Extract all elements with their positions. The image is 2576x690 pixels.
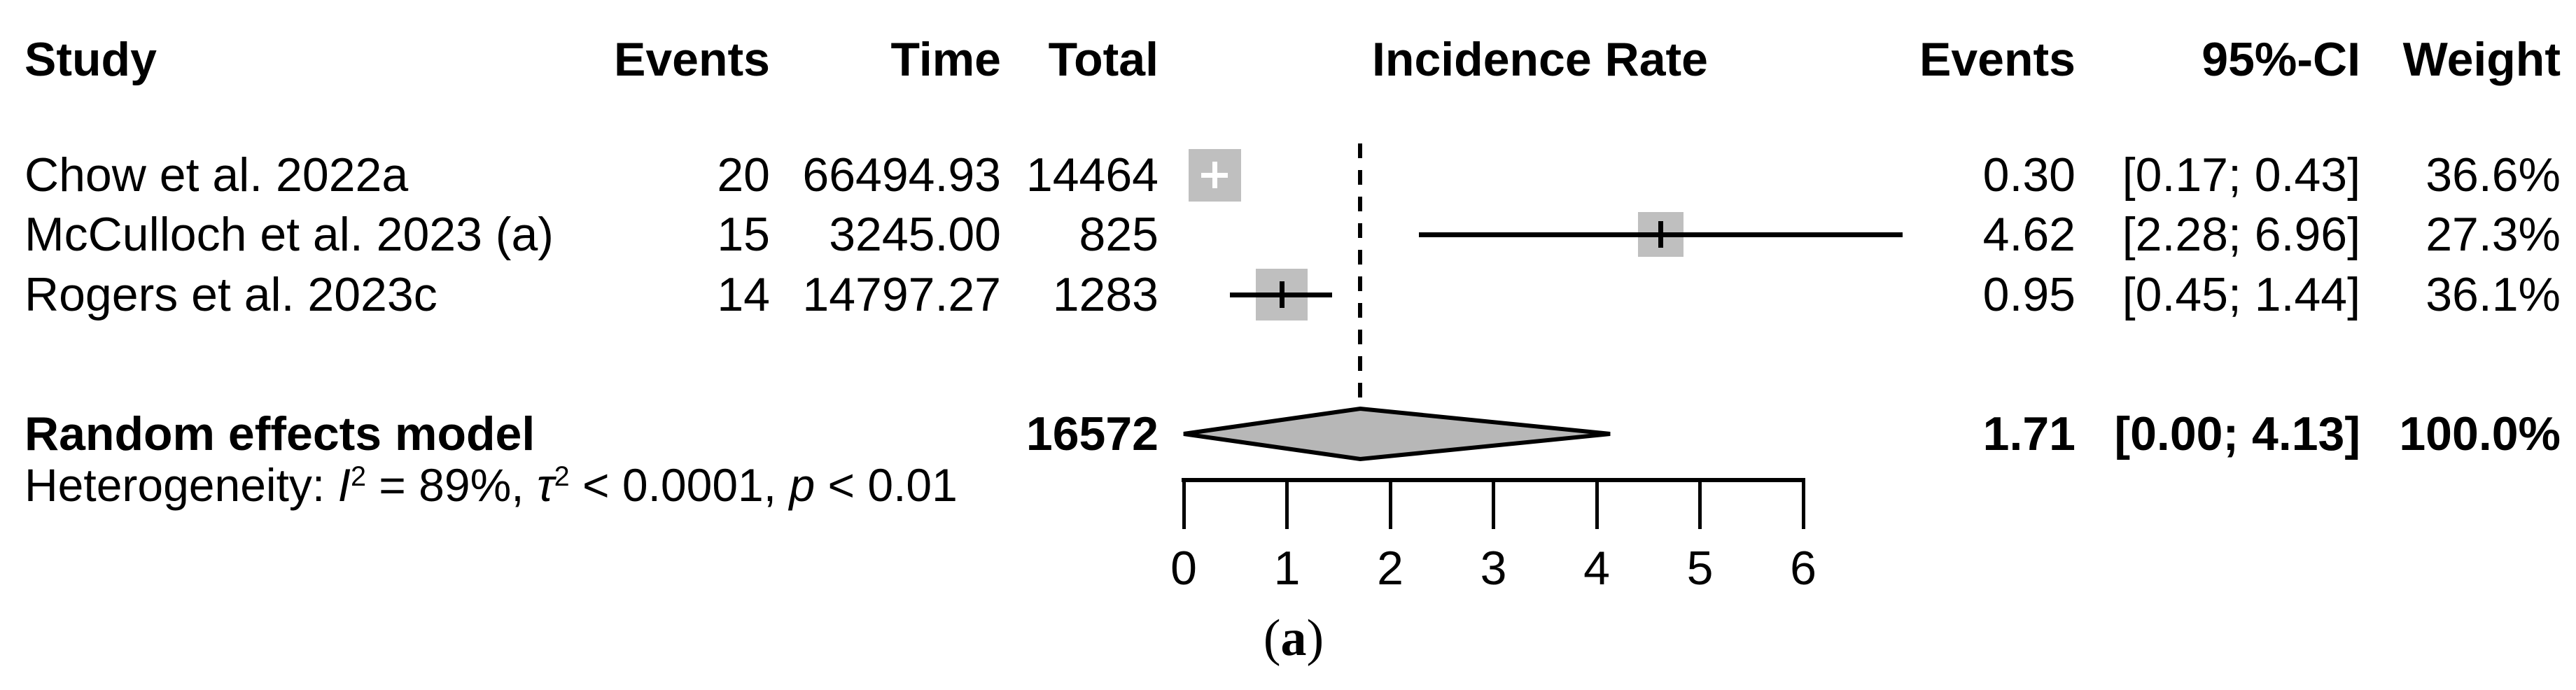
point-estimate-tick xyxy=(1279,281,1284,308)
het-seg2: < 0.0001, xyxy=(569,459,790,511)
het-prefix: Heterogeneity: xyxy=(24,459,338,511)
x-axis-tick xyxy=(1388,480,1392,529)
panel-label-close-paren: ) xyxy=(1306,610,1324,667)
pooled-total: 16572 xyxy=(1026,407,1158,460)
x-axis-tick-label: 0 xyxy=(1170,542,1197,595)
pooled-ci: [0.00; 4.13] xyxy=(2114,407,2360,460)
pooled-model-label: Random effects model xyxy=(24,407,536,460)
study-ci: [0.17; 0.43] xyxy=(2122,148,2360,202)
study-rate: 0.30 xyxy=(1982,148,2076,202)
x-axis-tick xyxy=(1182,480,1186,529)
study-rate: 4.62 xyxy=(1982,208,2076,261)
x-axis-tick-label: 6 xyxy=(1790,542,1816,595)
pooled-rate: 1.71 xyxy=(1982,407,2076,460)
x-axis-tick-label: 1 xyxy=(1273,542,1301,595)
heterogeneity-stats: Heterogeneity: I2 = 89%, τ2 < 0.0001, p … xyxy=(24,455,958,515)
x-axis-tick-label: 5 xyxy=(1686,542,1714,595)
study-time: 66494.93 xyxy=(802,148,1001,202)
pooled-weight: 100.0% xyxy=(2399,407,2561,460)
study-events: 14 xyxy=(717,268,770,321)
header-incidence-rate: Incidence Rate xyxy=(1372,33,1708,86)
het-p-symbol: p xyxy=(789,459,816,511)
header-events: Events xyxy=(614,33,770,86)
study-ci: [0.45; 1.44] xyxy=(2122,268,2360,321)
point-estimate-tick xyxy=(1212,162,1217,188)
het-tau-exponent: 2 xyxy=(554,461,570,493)
study-events: 20 xyxy=(717,148,770,202)
header-total: Total xyxy=(1048,33,1158,86)
header-events-rate: Events xyxy=(1919,33,2076,86)
header-time: Time xyxy=(890,33,1001,86)
panel-label-open-paren: ( xyxy=(1263,610,1281,667)
x-axis-tick xyxy=(1801,480,1805,529)
panel-label: (a) xyxy=(1264,607,1324,670)
x-axis-tick-label: 2 xyxy=(1377,542,1404,595)
study-time: 3245.00 xyxy=(829,208,1001,261)
het-i-symbol: I xyxy=(337,459,351,511)
x-axis-tick xyxy=(1492,480,1495,529)
study-events: 15 xyxy=(717,208,770,261)
het-i-exponent: 2 xyxy=(350,461,366,493)
pooled-estimate-dashed-line xyxy=(1358,143,1363,409)
study-total: 825 xyxy=(1079,208,1158,261)
header-95ci: 95%-CI xyxy=(2202,33,2360,86)
het-tau-symbol: τ xyxy=(536,459,554,511)
het-seg3: < 0.01 xyxy=(815,459,958,511)
x-axis-tick xyxy=(1595,480,1599,529)
study-time: 14797.27 xyxy=(802,268,1001,321)
study-ci: [2.28; 6.96] xyxy=(2122,208,2360,261)
het-seg1: = 89%, xyxy=(365,459,537,511)
study-rate: 0.95 xyxy=(1982,268,2076,321)
point-estimate-tick xyxy=(1658,221,1663,248)
panel-label-letter: a xyxy=(1280,610,1307,667)
header-weight: Weight xyxy=(2402,33,2561,86)
study-name: Chow et al. 2022a xyxy=(24,148,409,202)
study-name: McCulloch et al. 2023 (a) xyxy=(24,208,554,261)
header-study: Study xyxy=(24,33,157,86)
study-weight: 27.3% xyxy=(2426,208,2561,261)
x-axis-tick-label: 3 xyxy=(1480,542,1507,595)
pooled-diamond xyxy=(1183,406,1611,462)
study-weight: 36.6% xyxy=(2426,148,2561,202)
x-axis-tick xyxy=(1285,480,1289,529)
x-axis-tick-label: 4 xyxy=(1583,542,1610,595)
study-total: 1283 xyxy=(1052,268,1158,321)
x-axis-tick xyxy=(1698,480,1702,529)
study-name: Rogers et al. 2023c xyxy=(24,268,438,321)
study-total: 14464 xyxy=(1026,148,1158,202)
study-weight: 36.1% xyxy=(2426,268,2561,321)
